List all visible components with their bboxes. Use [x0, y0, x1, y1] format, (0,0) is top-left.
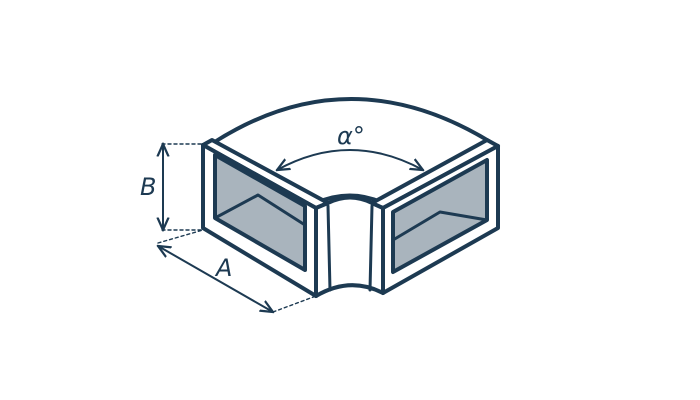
angle-dimension-arc: [277, 149, 423, 170]
height-label-b: B: [140, 173, 156, 201]
left-opening-inner-edge: [213, 193, 307, 227]
a-extension-left: [157, 229, 204, 244]
center-channel-right-rib: [368, 204, 374, 292]
a-dimension-arrow: [158, 246, 273, 312]
width-label-a: A: [214, 254, 232, 282]
right-opening-inner-edge: [391, 210, 489, 242]
a-extension-right: [272, 295, 317, 313]
left-duct-opening: [213, 153, 307, 272]
angle-label: α°: [337, 122, 365, 150]
center-channel-left-rib: [326, 204, 332, 292]
